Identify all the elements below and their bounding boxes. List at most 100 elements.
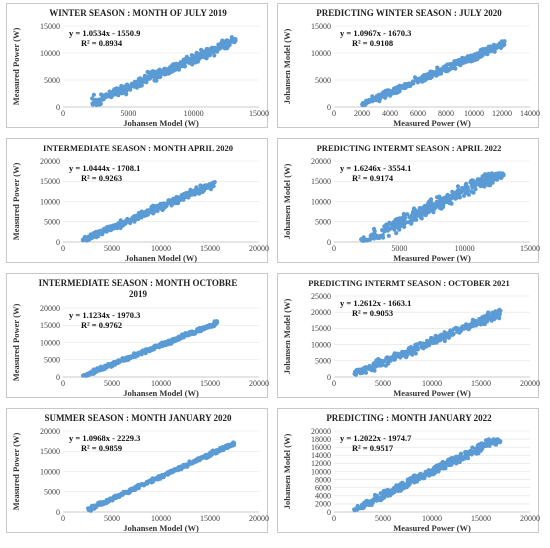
data-point (405, 212, 410, 217)
data-point (499, 175, 504, 180)
trendline-equation: y = 1.1234x - 1970.3 (69, 310, 140, 320)
data-points (359, 171, 506, 243)
data-point (438, 462, 443, 467)
data-point (401, 211, 406, 217)
data-point (450, 459, 455, 465)
data-point (194, 185, 199, 190)
data-point (420, 206, 425, 212)
chart-title-line: PREDICTING INTERMT SEASON : APRIL 2022 (317, 143, 502, 153)
y-tick-label: 15000 (311, 177, 331, 186)
y-tick-label: 15000 (40, 22, 60, 31)
data-point (438, 69, 443, 74)
data-point (385, 89, 390, 94)
y-tick-label: 15000 (40, 447, 60, 456)
data-point (464, 181, 469, 186)
y-tick-label: 10000 (40, 197, 60, 206)
data-point (204, 56, 209, 61)
data-point (180, 195, 185, 200)
x-tick-label: 5000 (375, 379, 391, 388)
data-point (112, 495, 118, 500)
data-point (447, 330, 452, 335)
data-point (460, 55, 465, 61)
data-point (366, 366, 371, 371)
data-point (90, 235, 95, 240)
data-point (369, 98, 374, 103)
data-point (178, 464, 183, 469)
data-point (437, 194, 442, 199)
data-points (352, 307, 503, 377)
data-point (473, 186, 478, 192)
data-point (172, 201, 177, 206)
data-point (491, 313, 496, 318)
data-point (153, 77, 158, 82)
data-point (394, 231, 399, 236)
data-point (93, 229, 99, 234)
data-point (481, 317, 486, 323)
data-point (397, 227, 402, 232)
data-point (380, 235, 386, 240)
chart-panel-4: PREDICTING INTERMT SEASON : APRIL 2022 0 5… (277, 138, 540, 263)
data-point (477, 316, 482, 322)
data-point (145, 208, 150, 213)
y-tick-label: 0 (56, 103, 60, 112)
y-tick-label: 10000 (40, 338, 60, 347)
data-point (435, 335, 440, 340)
data-point (185, 193, 190, 198)
y-axis-label: Measured Power (W) (11, 28, 21, 106)
data-point (441, 199, 446, 204)
x-tick-label: 20000 (520, 514, 540, 523)
chart-title-line: PREDICTING : MONTH JANUARY 2022 (326, 413, 492, 423)
x-tick-label: 5000 (104, 244, 120, 253)
y-tick-label: 20000 (40, 427, 60, 436)
data-point (149, 346, 154, 352)
chart-panel-6: PREDICTING INTERMT SEASON : OCTOBER 2021… (277, 273, 540, 398)
x-tick-label: 15000 (249, 109, 269, 118)
data-point (495, 171, 500, 176)
data-point (457, 60, 462, 65)
data-point (396, 222, 401, 227)
data-point (170, 469, 175, 474)
data-point (190, 61, 195, 66)
data-point (449, 196, 454, 201)
data-point (478, 445, 484, 450)
data-point (489, 48, 494, 53)
data-point (429, 73, 434, 78)
data-point (461, 193, 467, 198)
y-tick-label: 14000 (311, 451, 331, 460)
data-point (469, 178, 474, 183)
data-point (446, 462, 452, 467)
data-point (439, 333, 444, 338)
r-squared: R² = 0.9108 (352, 38, 393, 48)
x-tick-label: 2000 (354, 109, 370, 118)
data-point (176, 62, 181, 68)
data-point (414, 217, 419, 222)
data-point (201, 184, 206, 189)
data-point (197, 456, 202, 461)
data-point (386, 361, 391, 366)
data-point (125, 219, 130, 224)
data-point (377, 99, 382, 104)
data-point (187, 330, 192, 335)
data-point (149, 207, 154, 212)
y-axis-label: Measured Power (W) (11, 304, 21, 382)
data-point (423, 203, 428, 208)
data-point (385, 228, 390, 233)
data-point (405, 351, 410, 357)
data-point (212, 53, 217, 58)
data-point (432, 468, 437, 473)
data-point (180, 60, 185, 65)
data-point (165, 341, 170, 346)
data-point (372, 232, 377, 237)
data-point (471, 190, 476, 195)
data-point (397, 86, 402, 92)
data-point (467, 324, 473, 329)
data-point (444, 69, 449, 74)
data-point (431, 210, 436, 215)
trendline-equation: y = 1.2612x - 1663.1 (340, 298, 411, 308)
data-point (401, 215, 406, 220)
y-tick-label: 0 (56, 508, 60, 517)
x-tick-label: 0 (61, 514, 65, 523)
data-point (370, 500, 375, 505)
x-tick-label: 12000 (492, 109, 512, 118)
data-point (416, 76, 421, 81)
